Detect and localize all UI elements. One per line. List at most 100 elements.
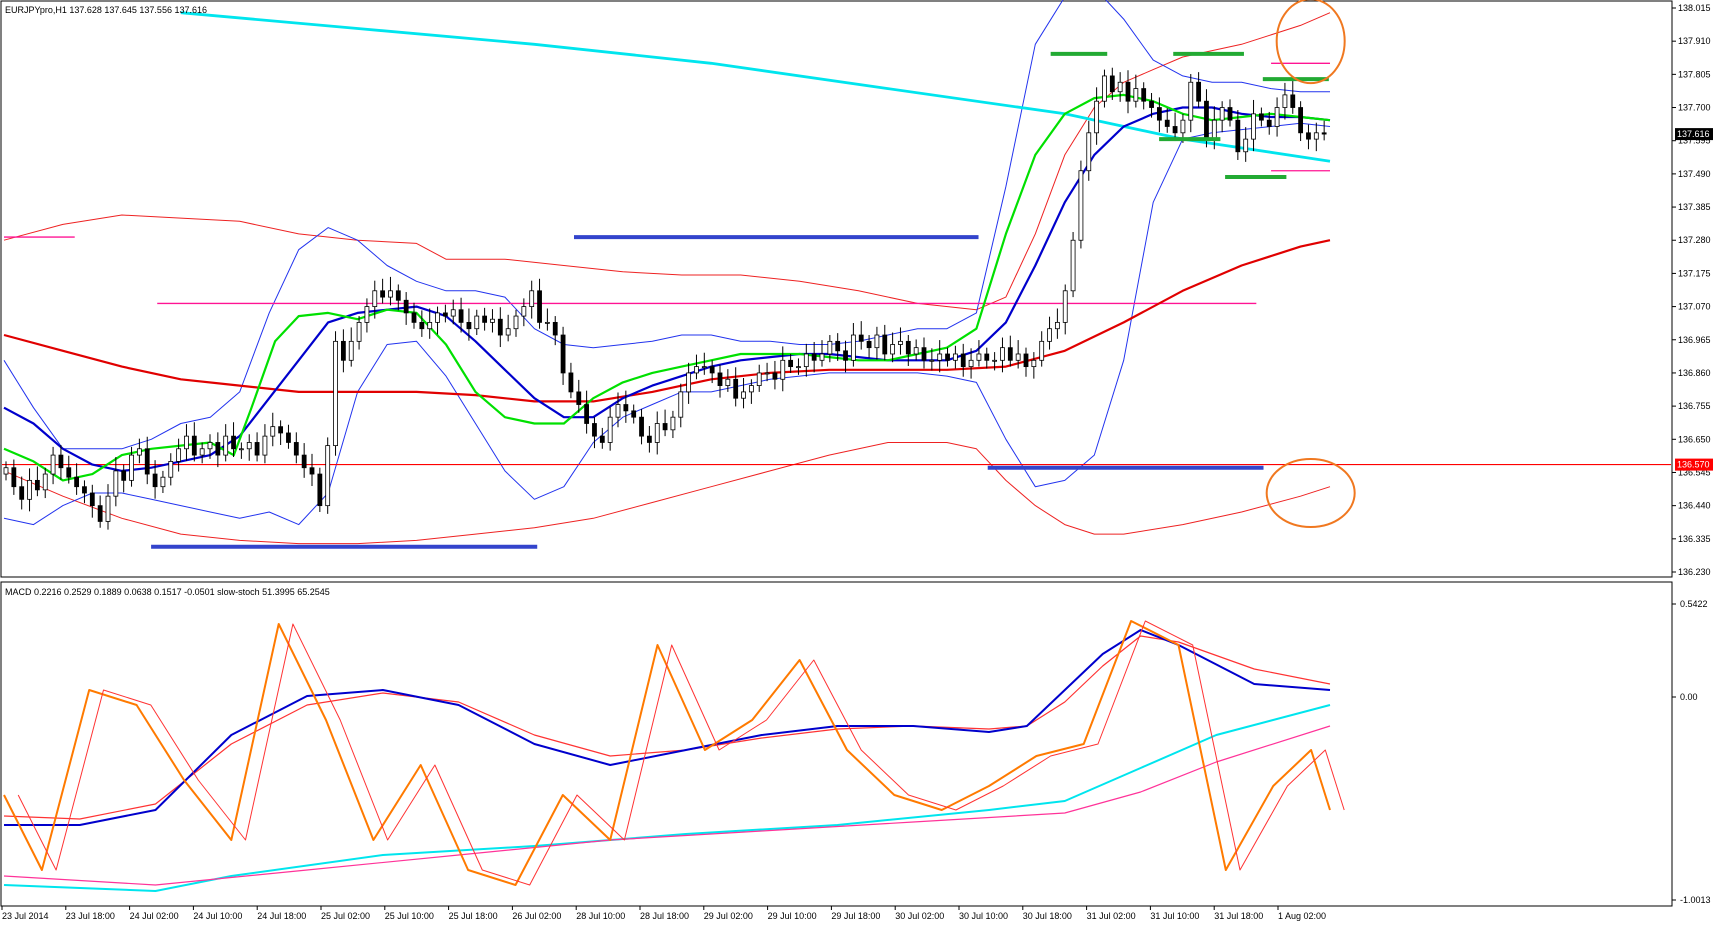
candle-bull-body <box>262 435 268 456</box>
candle <box>560 326 566 385</box>
candle-bear-body <box>34 479 40 491</box>
candle-bear-body <box>576 391 582 405</box>
main-chart-frame <box>0 0 1673 578</box>
candle-bear-body <box>1266 119 1272 127</box>
candle-bear-body <box>921 347 927 361</box>
candle <box>843 340 848 373</box>
candle <box>1290 80 1296 114</box>
candle <box>427 308 433 339</box>
candle <box>348 327 354 367</box>
candle-bear-body <box>293 442 299 456</box>
candle <box>3 461 9 481</box>
candle <box>968 348 974 379</box>
candle-bear-body <box>584 404 590 424</box>
candle-bear-body <box>301 454 307 469</box>
candle-bull-body <box>521 306 527 317</box>
candle-bull-body <box>741 391 746 399</box>
sma-slow-line <box>3 239 1331 403</box>
candle-bull-body <box>670 416 676 431</box>
candle-bull-body <box>270 426 276 437</box>
candle-bull-body <box>136 448 142 456</box>
candle <box>1070 232 1076 298</box>
candle <box>607 407 613 451</box>
candle-bear-body <box>1109 75 1115 93</box>
candle <box>780 346 786 392</box>
candle <box>796 358 801 375</box>
candle-bear-body <box>1235 119 1241 153</box>
y-tick-label: 137.805 <box>1678 69 1711 79</box>
candle-bear-body <box>945 353 950 361</box>
candle <box>442 304 448 323</box>
candle-bull-body <box>1031 359 1037 368</box>
y-tick-label: 137.385 <box>1678 202 1711 212</box>
candle <box>1266 111 1272 135</box>
candle-bear-body <box>317 473 323 507</box>
bollinger-blue-upper <box>3 0 1330 450</box>
candle-bull-body <box>1094 100 1100 134</box>
candle-bear-body <box>568 372 574 393</box>
candle <box>1109 67 1115 100</box>
candle <box>890 332 896 363</box>
candle-bull-body <box>505 328 511 336</box>
candle <box>1054 308 1060 339</box>
candle <box>576 379 582 413</box>
candle-bear-body <box>1227 107 1233 121</box>
candle-bear-body <box>286 432 291 443</box>
candle-bull-body <box>1102 75 1107 102</box>
candle <box>552 316 558 346</box>
candle-bull-body <box>246 442 252 450</box>
candle <box>733 367 739 407</box>
candle <box>1125 70 1131 114</box>
candle <box>262 424 268 464</box>
candle-bull-body <box>827 340 833 355</box>
candle <box>709 360 715 384</box>
candle-bull-body <box>694 366 699 374</box>
candle <box>788 353 794 373</box>
candle <box>905 335 911 366</box>
candle-bull-body <box>748 385 754 393</box>
candle-bear-body <box>152 473 158 488</box>
candle <box>168 453 174 486</box>
candle <box>741 377 746 409</box>
candle-bull-body <box>168 461 174 478</box>
candle <box>74 463 80 495</box>
candle <box>701 352 707 375</box>
candle <box>937 340 943 373</box>
candle-bear-body <box>97 505 103 522</box>
candle-bear-body <box>592 423 597 437</box>
candle <box>419 310 425 337</box>
candle <box>1039 331 1045 367</box>
candle <box>301 443 307 478</box>
bollinger-red-lower <box>3 442 1331 545</box>
candle-bear-body <box>74 476 80 488</box>
candle <box>929 348 935 371</box>
candle-bull-body <box>1054 321 1060 330</box>
candle <box>529 280 535 319</box>
candle <box>1149 92 1154 118</box>
candle <box>97 495 103 528</box>
candle <box>764 362 770 382</box>
candle <box>160 470 166 494</box>
bollinger-red-upper <box>3 12 1331 311</box>
candle-bear-body <box>254 442 260 456</box>
candle <box>654 411 660 455</box>
candle-bull-body <box>764 372 770 375</box>
candle-bull-body <box>607 416 613 443</box>
y-tick-label: 136.755 <box>1678 401 1711 411</box>
candle <box>121 464 127 493</box>
candle <box>1219 101 1225 133</box>
candle-bull-body <box>615 404 621 418</box>
indicator-header: MACD 0.2216 0.2529 0.1889 0.0638 0.1517 … <box>5 587 330 597</box>
candle-bear-body <box>709 366 715 374</box>
annotation-circle-0 <box>1275 0 1346 85</box>
candle-bull-body <box>199 448 205 456</box>
candle-bull-body <box>176 448 182 462</box>
x-tick-label: 29 Jul 10:00 <box>768 911 817 921</box>
candle-bull-body <box>1243 138 1249 153</box>
candle <box>984 347 990 369</box>
candle <box>176 438 182 472</box>
candle <box>1282 82 1288 120</box>
candle <box>450 299 456 325</box>
candle-bear-body <box>482 315 488 323</box>
candle-bear-body <box>19 486 25 500</box>
